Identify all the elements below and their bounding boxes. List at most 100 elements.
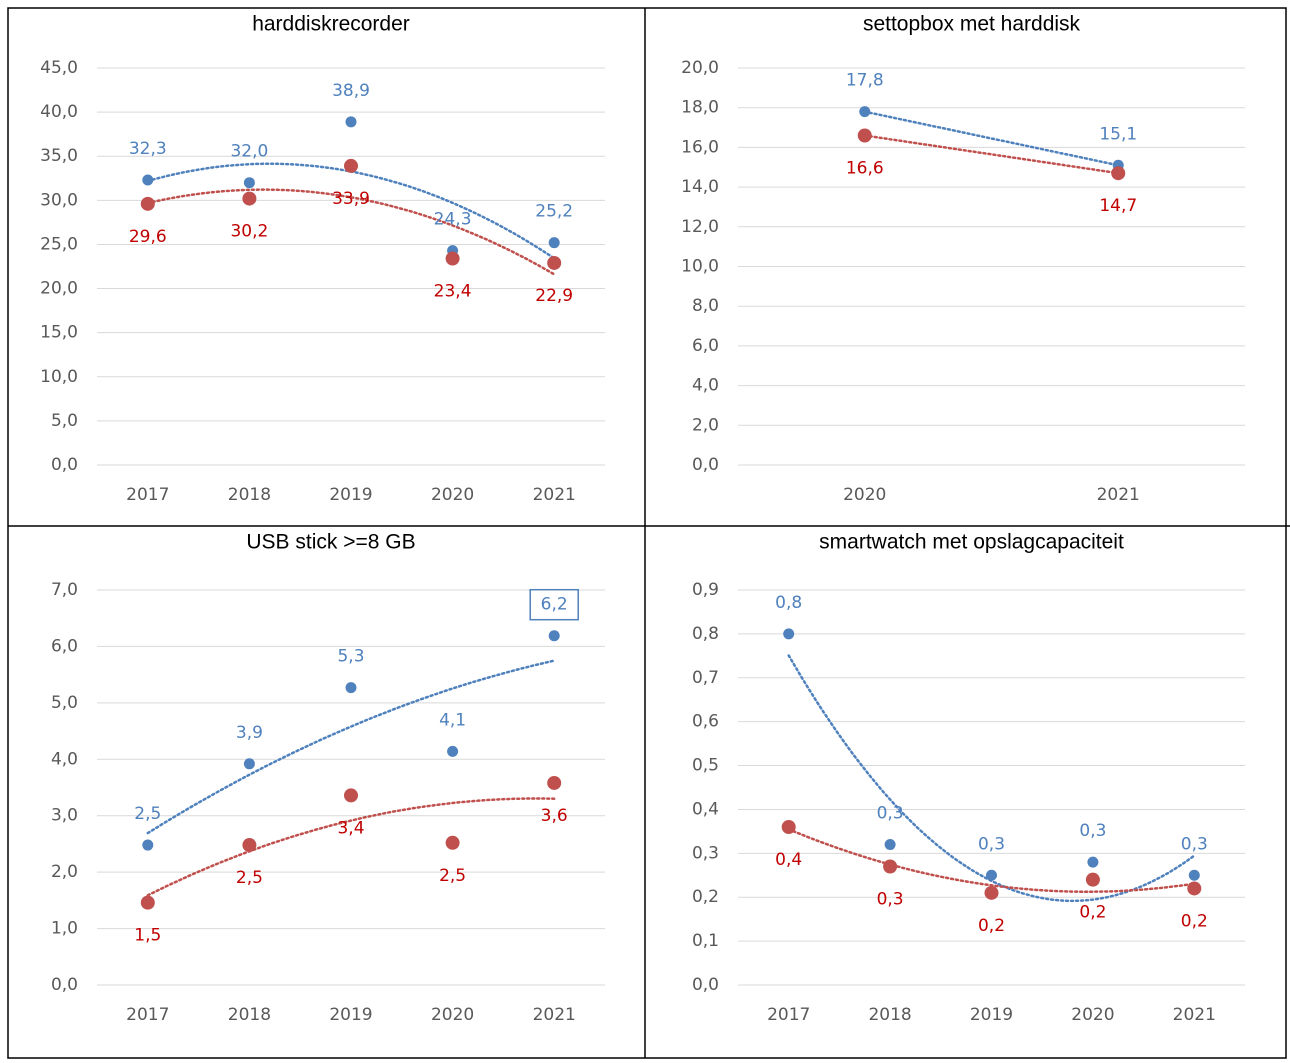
x-tick-label: 2021: [1173, 1005, 1216, 1025]
y-tick-label: 20,0: [40, 279, 78, 299]
data-point: [1187, 881, 1202, 896]
y-tick-label: 0,4: [692, 799, 719, 819]
data-point: [345, 682, 357, 694]
data-point: [986, 869, 997, 881]
data-label: 30,2: [230, 222, 268, 242]
y-tick-label: 10,0: [681, 257, 719, 277]
x-tick-label: 2018: [228, 1005, 271, 1025]
x-tick-label: 2019: [329, 485, 372, 505]
x-tick-label: 2021: [533, 1005, 576, 1025]
y-tick-label: 25,0: [40, 234, 78, 254]
data-label: 5,3: [337, 647, 364, 667]
data-label: 33,9: [332, 189, 370, 209]
data-point: [781, 820, 796, 834]
data-label: 3,9: [236, 723, 263, 743]
y-tick-label: 18,0: [681, 98, 719, 118]
chart-title: harddiskrecorder: [252, 13, 410, 36]
y-tick-label: 14,0: [681, 177, 719, 197]
data-point: [242, 838, 257, 853]
x-tick-label: 2021: [1097, 485, 1140, 505]
data-label: 32,3: [129, 139, 167, 159]
y-tick-label: 16,0: [681, 137, 719, 157]
data-point: [445, 251, 460, 266]
data-label: 23,4: [434, 282, 472, 302]
trendline: [146, 797, 556, 897]
chart-title: USB stick >=8 GB: [246, 531, 415, 554]
data-point: [344, 788, 358, 803]
data-label: 0,2: [978, 916, 1005, 936]
y-tick-label: 1,0: [51, 919, 78, 939]
trendline: [146, 188, 556, 276]
x-tick-label: 2019: [970, 1005, 1013, 1025]
trendline: [863, 110, 1120, 167]
data-point: [984, 885, 999, 900]
data-point: [859, 106, 871, 118]
y-tick-label: 0,0: [692, 975, 719, 995]
data-label: 2,5: [439, 866, 466, 886]
data-label: 32,0: [230, 142, 268, 162]
y-tick-label: 4,0: [51, 749, 78, 769]
data-label: 2,5: [134, 804, 161, 824]
data-point: [243, 758, 255, 770]
y-tick-label: 0,1: [692, 931, 719, 951]
data-point: [140, 196, 155, 211]
y-tick-label: 0,0: [51, 455, 78, 475]
data-label: 1,5: [134, 926, 161, 946]
y-tick-label: 3,0: [51, 806, 78, 826]
data-label: 15,1: [1099, 124, 1137, 144]
data-point: [1087, 856, 1099, 868]
data-label: 0,4: [775, 850, 802, 870]
y-tick-label: 0,0: [692, 455, 719, 475]
data-point: [547, 255, 562, 270]
y-tick-label: 30,0: [40, 190, 78, 210]
y-tick-label: 0,5: [692, 756, 719, 776]
data-point: [445, 835, 460, 850]
data-point: [883, 859, 898, 874]
data-point: [243, 177, 255, 189]
data-label: 0,3: [877, 890, 904, 910]
y-tick-label: 45,0: [40, 58, 78, 78]
y-tick-label: 0,9: [692, 580, 719, 600]
data-label: 0,3: [1181, 834, 1208, 854]
data-point: [1111, 166, 1126, 181]
x-tick-label: 2017: [767, 1005, 810, 1025]
x-tick-label: 2020: [431, 485, 474, 505]
data-point: [547, 775, 562, 790]
y-tick-label: 40,0: [40, 102, 78, 122]
y-tick-label: 6,0: [692, 336, 719, 356]
trendline: [787, 654, 1196, 903]
data-point: [345, 116, 357, 128]
y-tick-label: 6,0: [51, 636, 78, 656]
y-tick-label: 0,3: [692, 843, 719, 863]
data-label: 0,2: [1079, 903, 1106, 923]
data-point: [1085, 872, 1100, 887]
y-tick-label: 5,0: [51, 411, 78, 431]
y-tick-label: 0,8: [692, 624, 719, 644]
data-point: [142, 839, 154, 851]
data-label: 17,8: [846, 71, 884, 91]
data-point: [447, 745, 459, 757]
data-label: 22,9: [535, 286, 573, 306]
data-label: 16,6: [846, 158, 884, 178]
trendline: [863, 134, 1120, 175]
data-point: [548, 630, 560, 642]
data-label: 4,1: [439, 710, 466, 730]
x-tick-label: 2020: [843, 485, 886, 505]
x-tick-label: 2018: [228, 485, 271, 505]
y-tick-label: 20,0: [681, 58, 719, 78]
y-tick-label: 12,0: [681, 217, 719, 237]
data-label: 3,4: [337, 818, 364, 838]
x-tick-label: 2018: [868, 1005, 911, 1025]
x-tick-label: 2020: [1071, 1005, 1114, 1025]
chart-title: settopbox met harddisk: [863, 13, 1081, 36]
data-point: [548, 237, 560, 249]
y-tick-label: 0,6: [692, 712, 719, 732]
y-tick-label: 4,0: [692, 376, 719, 396]
x-tick-label: 2021: [533, 485, 576, 505]
y-tick-label: 15,0: [40, 323, 78, 343]
data-label: 3,6: [541, 806, 568, 826]
data-point: [140, 895, 155, 910]
y-tick-label: 10,0: [40, 367, 78, 387]
data-label: 2,5: [236, 868, 263, 888]
